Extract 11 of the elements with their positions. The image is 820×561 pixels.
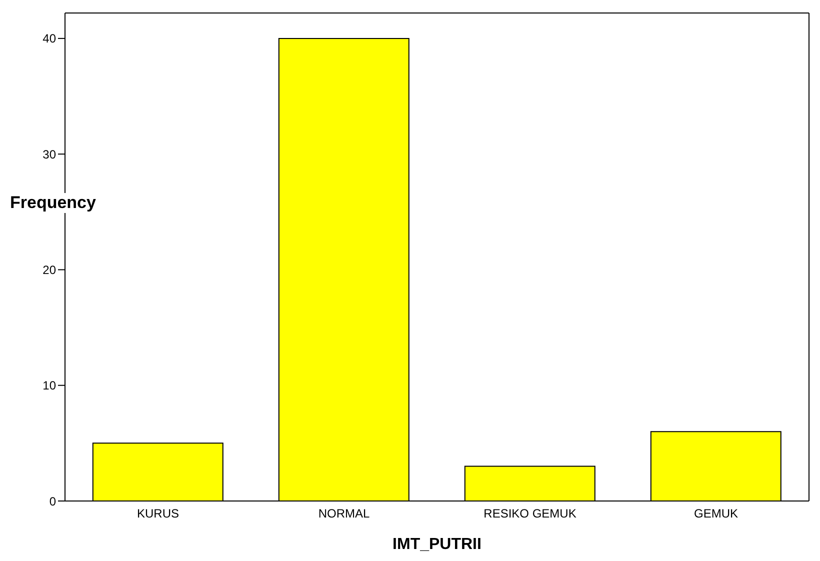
x-tick-label: RESIKO GEMUK <box>484 506 576 521</box>
y-tick-label: 20 <box>42 262 56 277</box>
y-tick-label: 40 <box>42 32 56 46</box>
y-axis-title: Frequency <box>10 193 96 213</box>
y-tick-label: 10 <box>42 378 56 393</box>
x-tick-label: GEMUK <box>694 506 738 521</box>
x-tick-label: KURUS <box>136 506 180 521</box>
x-axis-title: IMT_PUTRII <box>392 536 482 553</box>
x-tick-label: NORMAL <box>318 506 370 521</box>
y-tick-label: 30 <box>42 147 56 162</box>
y-tick-label: 0 <box>49 494 56 508</box>
